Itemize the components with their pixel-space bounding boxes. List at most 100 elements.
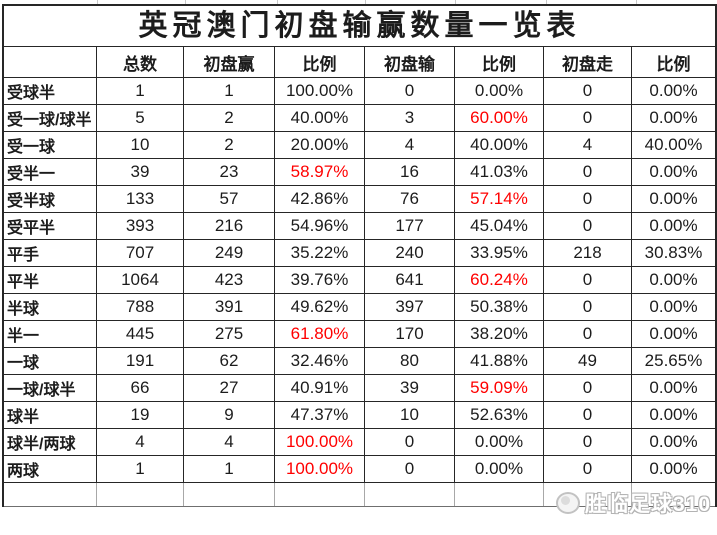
- table-cell: 0.00%: [632, 213, 715, 240]
- table-row: 两球 1 1 100.00% 0 0.00% 0 0.00%: [4, 456, 715, 483]
- table-row: 受半一 39 23 58.97% 16 41.03% 0 0.00%: [4, 159, 715, 186]
- table-cell: 60.00%: [455, 105, 544, 132]
- stats-table: 英冠澳门初盘输赢数量一览表 总数 初盘赢 比例 初盘输 比例 初盘走 比例 受球半 1 1 100…: [2, 4, 717, 507]
- table-cell: 0.00%: [632, 186, 715, 213]
- corner-cell: [4, 47, 97, 78]
- table-cell: 240: [365, 240, 455, 267]
- table-cell: 391: [184, 294, 275, 321]
- table-cell: 57: [184, 186, 275, 213]
- table-cell: 100.00%: [275, 78, 365, 105]
- table-cell: 0: [544, 105, 632, 132]
- table-cell: 177: [365, 213, 455, 240]
- column-header: 比例: [632, 47, 715, 78]
- table-cell: 0.00%: [632, 267, 715, 294]
- table-row: 受平半 393 216 54.96% 177 45.04% 0 0.00%: [4, 213, 715, 240]
- column-header: 初盘走: [544, 47, 632, 78]
- table-cell: 57.14%: [455, 186, 544, 213]
- table-row: 受球半 1 1 100.00% 0 0.00% 0 0.00%: [4, 78, 715, 105]
- table-cell: 170: [365, 321, 455, 348]
- table-cell: 5: [97, 105, 184, 132]
- empty-cell: [184, 483, 275, 506]
- table-cell: 4: [544, 132, 632, 159]
- table-cell: 393: [97, 213, 184, 240]
- table-row: 一球/球半 66 27 40.91% 39 59.09% 0 0.00%: [4, 375, 715, 402]
- table-row: 受一球/球半 5 2 40.00% 3 60.00% 0 0.00%: [4, 105, 715, 132]
- empty-cell: [275, 483, 365, 506]
- table-row: 球半/两球 4 4 100.00% 0 0.00% 0 0.00%: [4, 429, 715, 456]
- table-cell: 788: [97, 294, 184, 321]
- table-cell: 40.00%: [455, 132, 544, 159]
- table-cell: 0.00%: [455, 456, 544, 483]
- gridline-stub: [97, 0, 98, 4]
- table-cell: 0.00%: [632, 375, 715, 402]
- table-cell: 54.96%: [275, 213, 365, 240]
- row-label: 受一球: [4, 132, 97, 159]
- table-cell: 0: [544, 186, 632, 213]
- table-cell: 0: [544, 429, 632, 456]
- table-cell: 40.91%: [275, 375, 365, 402]
- table-cell: 23: [184, 159, 275, 186]
- table-cell: 41.88%: [455, 348, 544, 375]
- table-cell: 39: [97, 159, 184, 186]
- row-label: 平手: [4, 240, 97, 267]
- header-row: 总数 初盘赢 比例 初盘输 比例 初盘走 比例: [4, 47, 715, 78]
- table-cell: 0.00%: [455, 429, 544, 456]
- empty-cell: [97, 483, 184, 506]
- table-row: 平手 707 249 35.22% 240 33.95% 218 30.83%: [4, 240, 715, 267]
- table-cell: 249: [184, 240, 275, 267]
- column-header: 比例: [275, 47, 365, 78]
- gridline-stub: [277, 0, 278, 4]
- row-label: 受半一: [4, 159, 97, 186]
- column-header: 初盘赢: [184, 47, 275, 78]
- table-cell: 35.22%: [275, 240, 365, 267]
- row-label: 球半/两球: [4, 429, 97, 456]
- table-cell: 33.95%: [455, 240, 544, 267]
- table-cell: 49: [544, 348, 632, 375]
- row-label: 球半: [4, 402, 97, 429]
- table-cell: 0.00%: [632, 429, 715, 456]
- table-cell: 275: [184, 321, 275, 348]
- table-cell: 4: [97, 429, 184, 456]
- table-row: 一球 191 62 32.46% 80 41.88% 49 25.65%: [4, 348, 715, 375]
- table-row: 半一 445 275 61.80% 170 38.20% 0 0.00%: [4, 321, 715, 348]
- row-label: 受一球/球半: [4, 105, 97, 132]
- empty-cell: [455, 483, 544, 506]
- table-cell: 45.04%: [455, 213, 544, 240]
- table-cell: 52.63%: [455, 402, 544, 429]
- table-cell: 0: [544, 456, 632, 483]
- table-cell: 0.00%: [632, 294, 715, 321]
- empty-cell: [544, 483, 632, 506]
- table-cell: 0: [544, 402, 632, 429]
- badge-logo-icon: [556, 492, 580, 514]
- table-cell: 1: [184, 456, 275, 483]
- gridline-stub: [185, 0, 186, 4]
- table-cell: 1: [184, 78, 275, 105]
- table-cell: 3: [365, 105, 455, 132]
- table-cell: 0: [544, 78, 632, 105]
- table-cell: 10: [365, 402, 455, 429]
- gridline-stub: [636, 0, 637, 4]
- row-label: 半球: [4, 294, 97, 321]
- table-cell: 707: [97, 240, 184, 267]
- table-cell: 9: [184, 402, 275, 429]
- table-cell: 49.62%: [275, 294, 365, 321]
- table-cell: 0: [544, 294, 632, 321]
- table-cell: 39: [365, 375, 455, 402]
- table-cell: 0: [365, 456, 455, 483]
- table-cell: 60.24%: [455, 267, 544, 294]
- gridline-stub: [455, 0, 456, 4]
- table-cell: 0.00%: [632, 78, 715, 105]
- table-cell: 0: [544, 159, 632, 186]
- table-cell: 0.00%: [632, 456, 715, 483]
- empty-row: [4, 483, 715, 507]
- table-cell: 62: [184, 348, 275, 375]
- table-cell: 41.03%: [455, 159, 544, 186]
- table-cell: 61.80%: [275, 321, 365, 348]
- table-row: 球半 19 9 47.37% 10 52.63% 0 0.00%: [4, 402, 715, 429]
- watermark-text: 胜临足球310: [585, 493, 712, 516]
- table-cell: 39.76%: [275, 267, 365, 294]
- table-cell: 0.00%: [632, 402, 715, 429]
- table-cell: 10: [97, 132, 184, 159]
- table-row: 平半 1064 423 39.76% 641 60.24% 0 0.00%: [4, 267, 715, 294]
